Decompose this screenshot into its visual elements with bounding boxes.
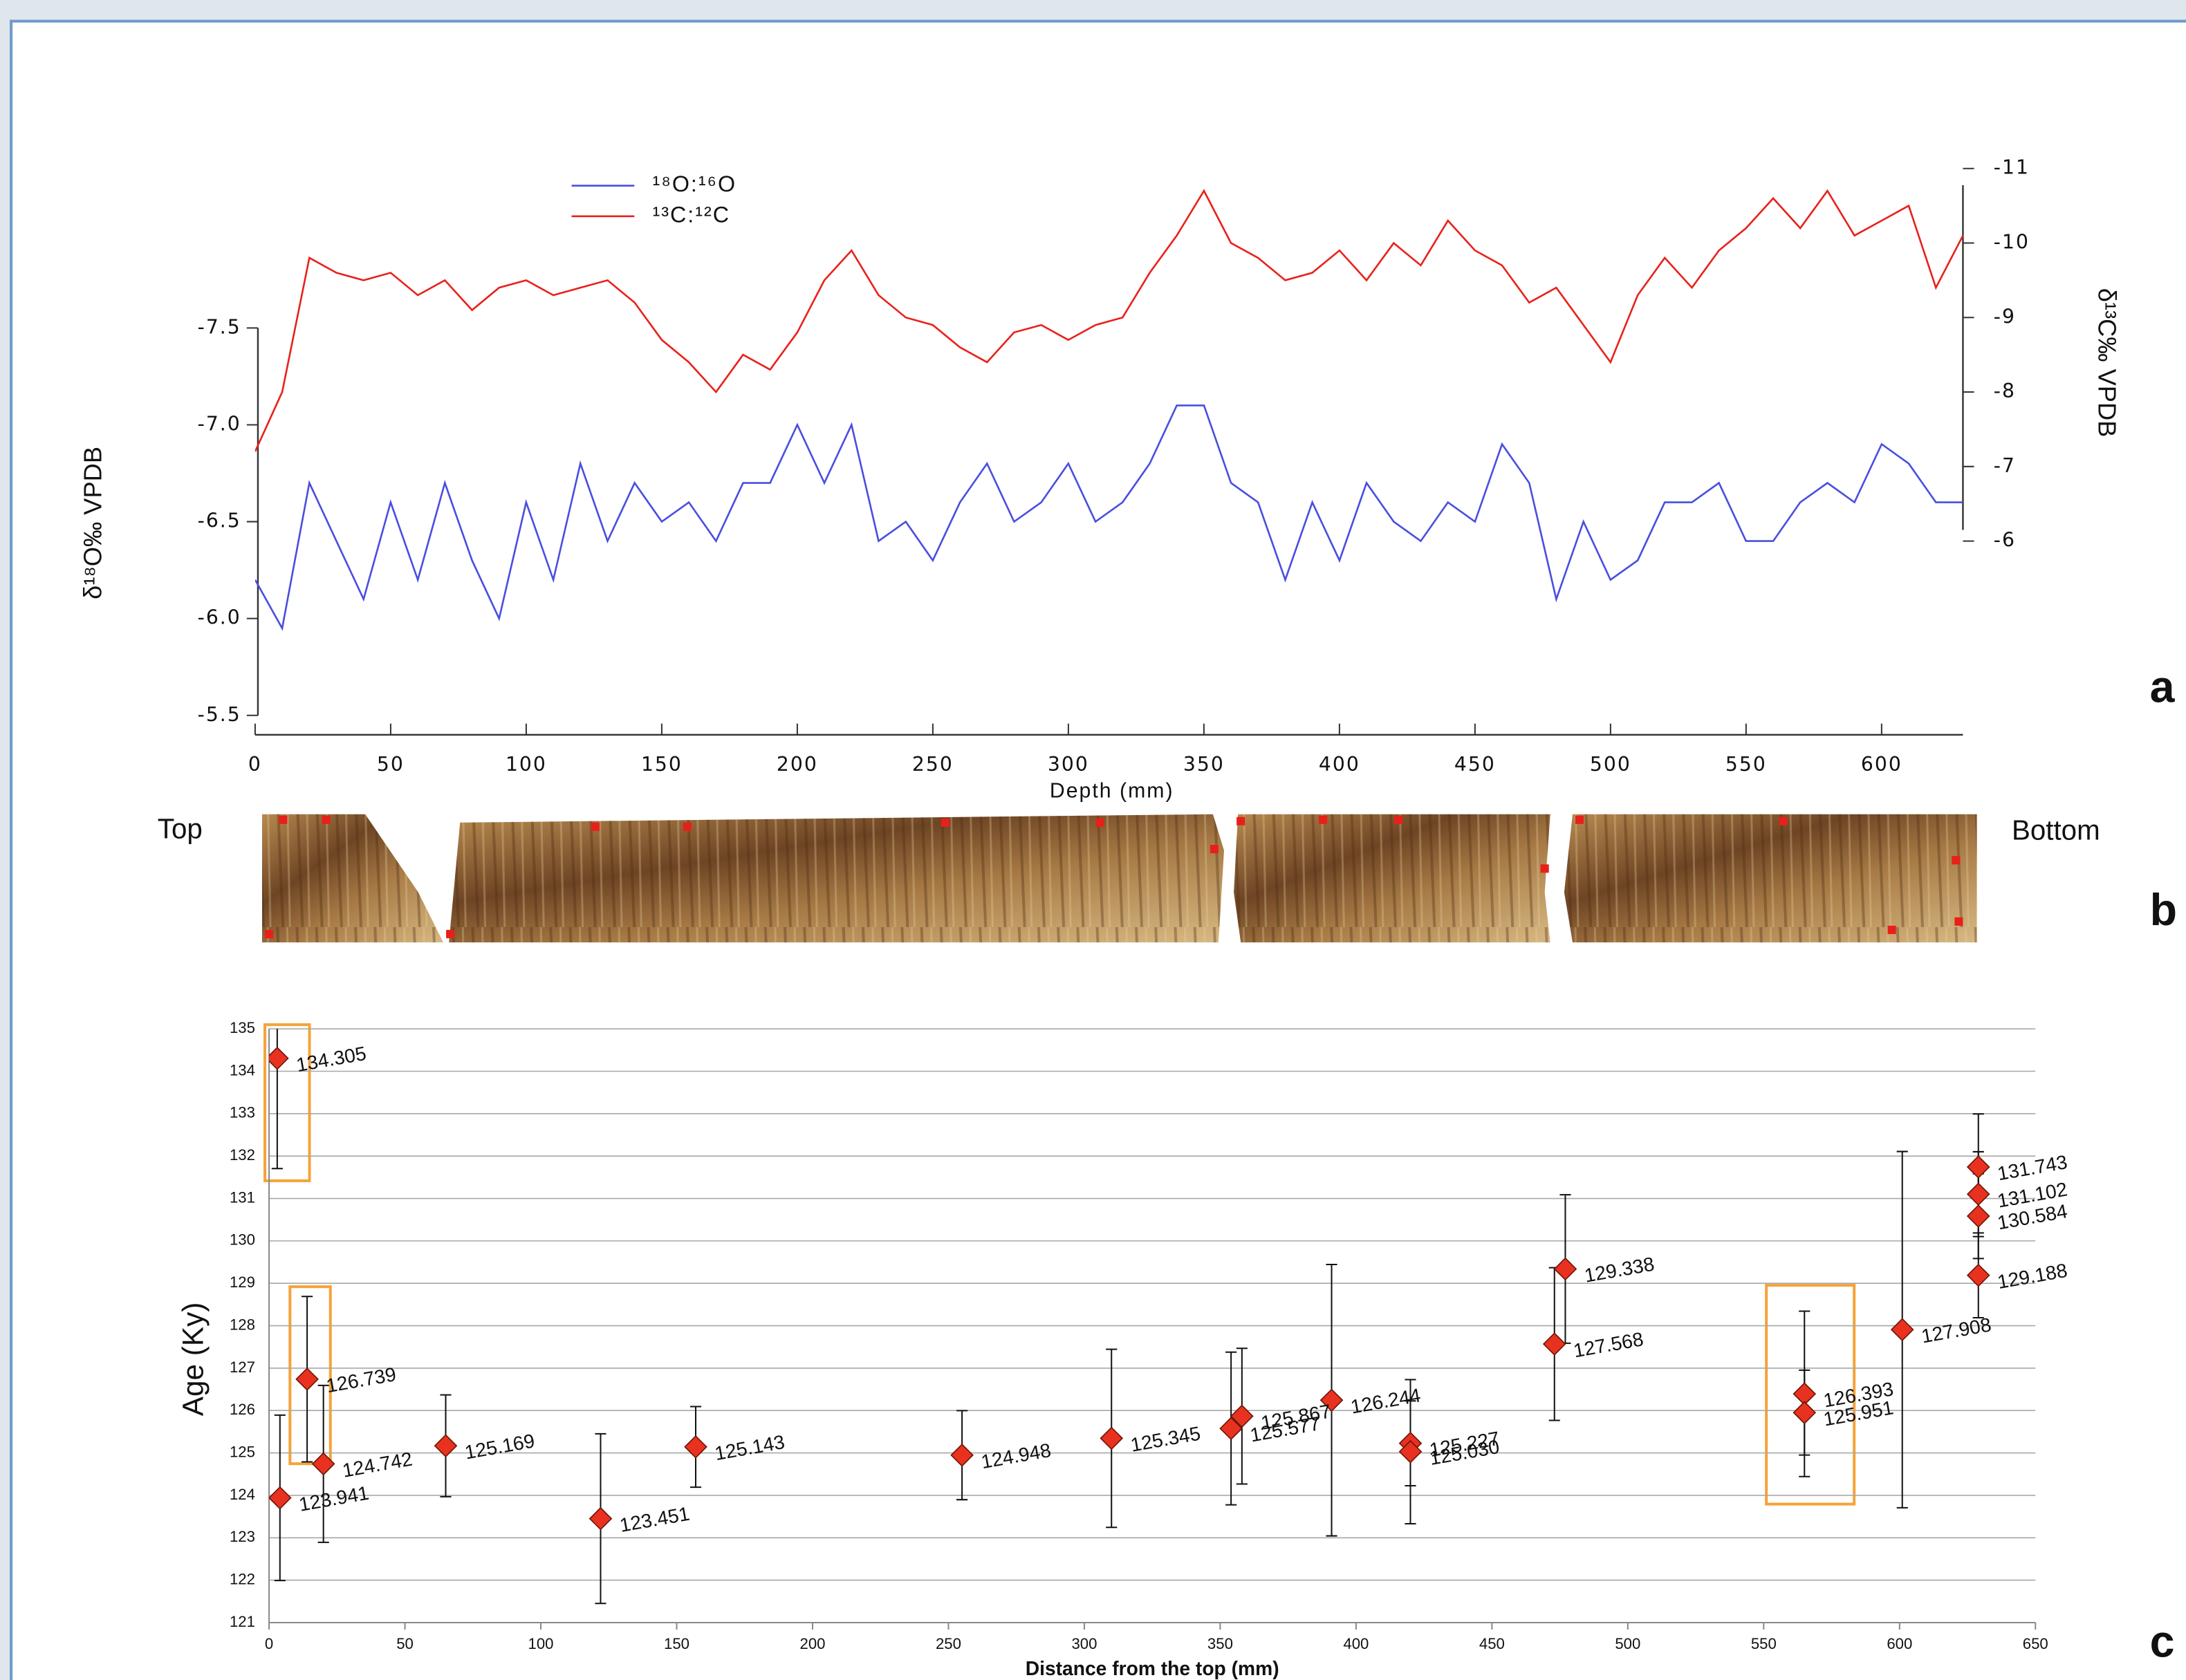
y-tick-label: 126 [230,1401,255,1418]
x-tick-label: 550 [1751,1635,1777,1652]
page: {"chart_data": [ {"type": "line", "panel… [0,0,2186,1680]
x-tick-label: 200 [777,753,818,776]
y-tick-label: 129 [230,1273,255,1291]
x-axis-title: Depth (mm) [1050,779,1174,802]
y-tick-label: 124 [230,1486,255,1503]
panel-label: b [2150,885,2177,935]
x-tick-label: 150 [641,753,683,776]
x-tick-label: 50 [396,1635,414,1652]
top-label: Top [158,814,203,845]
x-tick-label: 350 [1207,1635,1233,1652]
y-tick-label: 128 [230,1316,255,1333]
x-tick-label: 250 [912,753,954,776]
x-tick-label: 300 [1071,1635,1097,1652]
x-tick-label: 450 [1454,753,1496,776]
bottom-label: Bottom [2012,815,2100,846]
x-tick-label: 0 [248,753,262,776]
y-tick-label: -7.0 [198,412,241,435]
x-tick-label: 400 [1319,753,1360,776]
y-axis-title: Age (Ky) [176,1303,209,1417]
x-tick-label: 650 [2023,1635,2048,1652]
x-tick-label: 250 [936,1635,961,1652]
x-tick-label: 550 [1725,753,1767,776]
panel-label: c [2150,1616,2175,1666]
y-tick-label: -6.0 [198,606,241,629]
y-tick-label: 127 [230,1359,255,1376]
x-tick-label: 500 [1615,1635,1640,1652]
y-tick-label: 133 [230,1104,255,1121]
x-tick-label: 600 [1861,753,1902,776]
y-tick-label: -7.5 [198,315,241,338]
x-tick-label: 500 [1590,753,1631,776]
y-tick-label: 135 [230,1019,255,1036]
y-tick-label: 125 [230,1443,255,1460]
y-tick-label: -5.5 [198,703,241,726]
y2-axis-title: δ¹³C‰ VPDB [2093,288,2121,438]
x-tick-label: 0 [265,1635,273,1652]
y-tick-label: 134 [230,1061,255,1079]
y2-tick-label: -6 [1994,529,2016,552]
y-axis-title: δ¹⁸O‰ VPDB [79,447,107,599]
y2-tick-label: -10 [1994,230,2030,253]
x-tick-label: 300 [1048,753,1089,776]
panel-label: a [2150,662,2176,711]
y-tick-label: 132 [230,1146,255,1164]
figure: Top Bottom b 0 50 100 150 200 250 300 350 400 450… [0,0,2186,1680]
x-tick-label: 350 [1183,753,1225,776]
legend-label: ¹⁸O:¹⁶O [652,171,737,196]
core-photo [262,814,1977,942]
y-tick-label: -6.5 [198,510,241,532]
x-tick-label: 450 [1479,1635,1505,1652]
x-tick-label: 150 [664,1635,689,1652]
y-tick-label: 123 [230,1528,255,1545]
x-tick-label: 100 [506,753,547,776]
y-tick-label: 131 [230,1188,255,1206]
x-tick-label: 50 [377,753,405,776]
y-tick-label: 122 [230,1570,255,1587]
y2-tick-label: -9 [1994,305,2016,328]
y-tick-label: 121 [230,1613,255,1630]
y2-tick-label: -11 [1994,156,2030,179]
x-axis-title: Distance from the top (mm) [1026,1657,1279,1679]
y2-tick-label: -8 [1994,380,2016,402]
x-tick-label: 600 [1887,1635,1912,1652]
x-tick-label: 400 [1343,1635,1369,1652]
x-tick-label: 200 [800,1635,826,1652]
x-tick-label: 100 [528,1635,554,1652]
y-tick-label: 130 [230,1231,255,1249]
legend-label: ¹³C:¹²C [652,202,730,227]
y2-tick-label: -7 [1994,454,2016,477]
